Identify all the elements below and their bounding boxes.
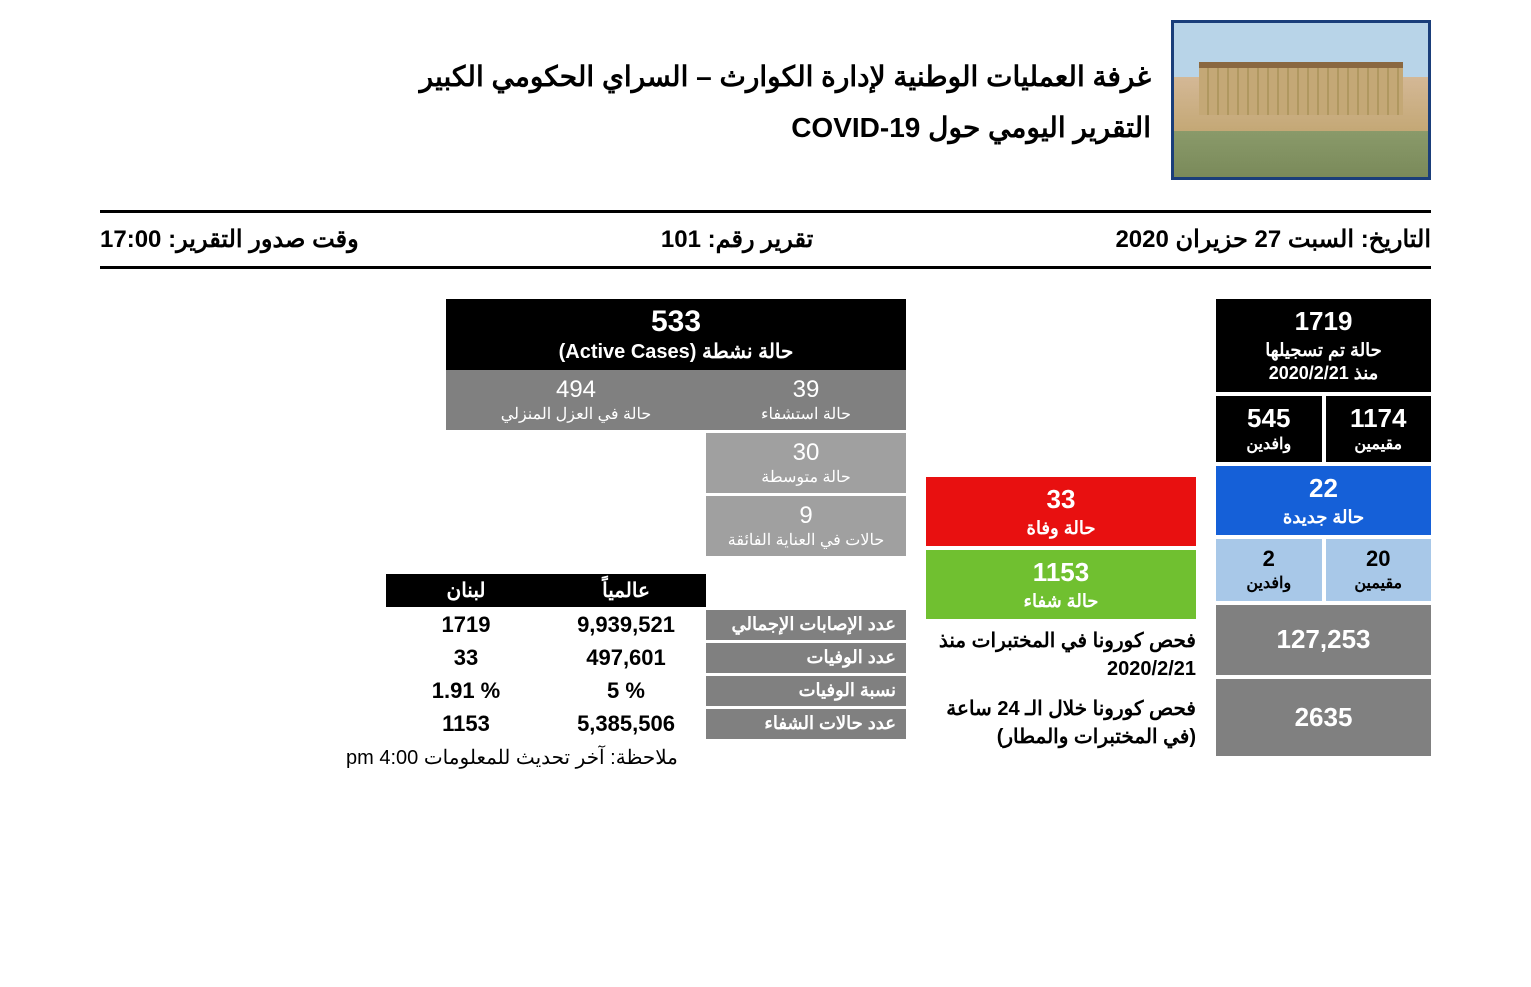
new-cases-res-value: 20 (1330, 545, 1428, 574)
active-home: 494 حالة في العزل المنزلي (446, 370, 706, 430)
total-residents: 1174 مقيمين (1326, 396, 1432, 463)
info-time: وقت صدور التقرير: 17:00 (100, 225, 359, 254)
new-cases: 22 حالة جديدة (1216, 466, 1431, 535)
new-cases-split: 20 مقيمين 2 وافدين (1216, 539, 1431, 604)
title-sub: التقرير اليومي حول COVID-19 (100, 111, 1151, 144)
new-cases-arrivals: 2 وافدين (1216, 539, 1322, 600)
tests-since-value-cell: 127,253 (1216, 605, 1431, 675)
new-cases-value: 22 (1220, 472, 1427, 506)
recovered: 1153 حالة شفاء (926, 550, 1196, 619)
stats-total-deaths-world: 497,601 (546, 643, 706, 673)
stats-death-rate-world: 5 % (546, 676, 706, 706)
stats-col-world: عالمياً (546, 574, 706, 607)
header-titles: غرفة العمليات الوطنية لإدارة الكوارث – ا… (100, 20, 1151, 144)
column-left: 533 حالة نشطة (Active Cases) 39 حالة است… (100, 299, 906, 770)
deaths-value: 33 (930, 483, 1192, 517)
stats-recov-label: عدد حالات الشفاء (706, 709, 906, 739)
active-label: حالة نشطة (Active Cases) (452, 339, 900, 364)
header: غرفة العمليات الوطنية لإدارة الكوارث – ا… (100, 20, 1431, 180)
stats-total-deaths-label: عدد الوفيات (706, 643, 906, 673)
stats-row-recov: عدد حالات الشفاء 5,385,506 1153 (346, 709, 906, 739)
active-head: 533 حالة نشطة (Active Cases) (446, 299, 906, 370)
new-cases-arr-label: وافدين (1220, 574, 1318, 595)
active-hospital: 39 حالة استشفاء (706, 370, 906, 430)
stats-note: ملاحظة: آخر تحديث للمعلومات 4:00 pm (346, 739, 906, 770)
active-moderate-label: حالة متوسطة (712, 467, 900, 487)
total-arrivals-value: 545 (1220, 402, 1318, 436)
stats-death-rate-label: نسبة الوفيات (706, 676, 906, 706)
active-icu-value: 9 (712, 502, 900, 530)
stats-table: . عالمياً لبنان عدد الإصابات الإجمالي 9,… (346, 574, 906, 739)
recovered-value: 1153 (930, 556, 1192, 590)
total-residents-value: 1174 (1330, 402, 1428, 436)
tests-day-label: فحص كورونا خلال الـ 24 ساعة (في المختبرا… (926, 691, 1196, 755)
deaths-label: حالة وفاة (930, 517, 1192, 540)
title-main: غرفة العمليات الوطنية لإدارة الكوارث – ا… (100, 60, 1151, 93)
active-home-label: حالة في العزل المنزلي (452, 404, 700, 424)
stats-row-total-cases: عدد الإصابات الإجمالي 9,939,521 1719 (346, 610, 906, 640)
total-arrivals-label: وافدين (1220, 435, 1318, 456)
column-mid: 33 حالة وفاة 1153 حالة شفاء فحص كورونا ف… (926, 299, 1196, 759)
stats-total-deaths-leb: 33 (386, 643, 546, 673)
info-report: تقرير رقم: 101 (661, 225, 813, 254)
total-split: 1174 مقيمين 545 وافدين (1216, 396, 1431, 467)
total-registered: 1719 حالة تم تسجيلها منذ 2020/2/21 (1216, 299, 1431, 392)
active-row-3: 9 حالات في العناية الفائقة (446, 493, 906, 556)
active-icu-label: حالات في العناية الفائقة (712, 530, 900, 550)
stats-total-cases-world: 9,939,521 (546, 610, 706, 640)
new-cases-res-label: مقيمين (1330, 574, 1428, 595)
tests-since-value: 127,253 (1220, 623, 1427, 657)
total-registered-label: حالة تم تسجيلها (1220, 339, 1427, 362)
active-moderate: 30 حالة متوسطة (706, 433, 906, 493)
new-cases-label: حالة جديدة (1220, 506, 1427, 529)
active-hospital-value: 39 (712, 376, 900, 404)
active-moderate-value: 30 (712, 439, 900, 467)
total-registered-since: منذ 2020/2/21 (1220, 362, 1427, 385)
tests-since-label: فحص كورونا في المختبرات منذ 2020/2/21 (926, 623, 1196, 687)
column-totals: 1719 حالة تم تسجيلها منذ 2020/2/21 1174 … (1216, 299, 1431, 760)
active-cases-block: 533 حالة نشطة (Active Cases) 39 حالة است… (446, 299, 906, 556)
new-cases-residents: 20 مقيمين (1326, 539, 1432, 600)
active-hospital-label: حالة استشفاء (712, 404, 900, 424)
mid-spacer (926, 299, 1196, 477)
recovered-label: حالة شفاء (930, 590, 1192, 613)
main-grid: 1719 حالة تم تسجيلها منذ 2020/2/21 1174 … (100, 299, 1431, 770)
stats-total-cases-leb: 1719 (386, 610, 546, 640)
header-building-image (1171, 20, 1431, 180)
deaths: 33 حالة وفاة (926, 477, 1196, 546)
stats-recov-leb: 1153 (386, 709, 546, 739)
active-value: 533 (452, 305, 900, 339)
total-registered-value: 1719 (1220, 305, 1427, 339)
active-icu: 9 حالات في العناية الفائقة (706, 496, 906, 556)
info-bar: التاريخ: السبت 27 حزيران 2020 تقرير رقم:… (100, 210, 1431, 269)
stats-col-lebanon: لبنان (386, 574, 546, 607)
total-residents-label: مقيمين (1330, 435, 1428, 456)
stats-total-cases-label: عدد الإصابات الإجمالي (706, 610, 906, 640)
active-row-1: 39 حالة استشفاء 494 حالة في العزل المنزل… (446, 370, 906, 430)
stats-recov-world: 5,385,506 (546, 709, 706, 739)
total-arrivals: 545 وافدين (1216, 396, 1322, 463)
stats-row-total-deaths: عدد الوفيات 497,601 33 (346, 643, 906, 673)
tests-day-value: 2635 (1220, 701, 1427, 735)
new-cases-arr-value: 2 (1220, 545, 1318, 574)
stats-death-rate-leb: 1.91 % (386, 676, 546, 706)
tests-day-value-cell: 2635 (1216, 679, 1431, 757)
stats-row-death-rate: نسبة الوفيات 5 % 1.91 % (346, 676, 906, 706)
active-row-2: 30 حالة متوسطة (446, 430, 906, 493)
stats-head: . عالمياً لبنان (346, 574, 906, 607)
active-home-value: 494 (452, 376, 700, 404)
info-date: التاريخ: السبت 27 حزيران 2020 (1115, 225, 1431, 254)
